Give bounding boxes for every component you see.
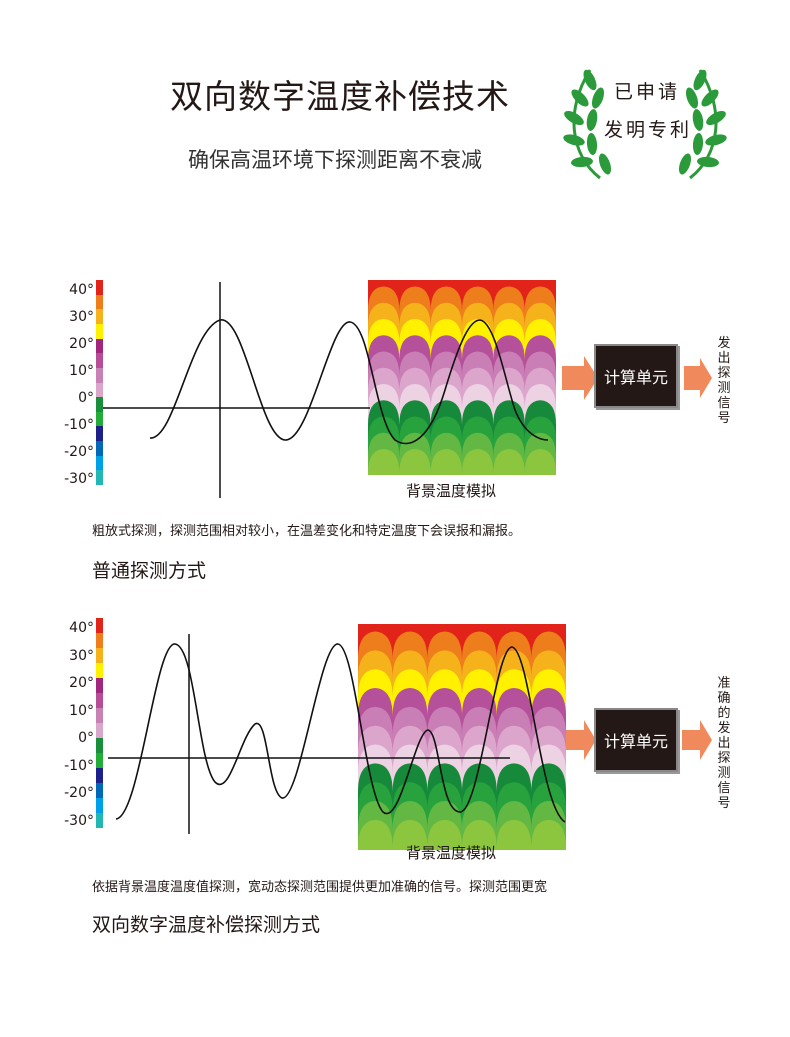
background-temperature-pattern [368,280,556,475]
color-scale-segment [96,648,103,663]
y-tick-label: -30° [64,812,94,829]
color-scale-segment [96,411,103,427]
laurel-wreath-icon [563,69,727,180]
output-signal-label: 发出探测信号 [717,336,731,426]
color-scale-segment [96,813,103,828]
panel-normal-detection: 背景温度模拟 计算单元 发出探测信号 粗放式探测，探测范围相对较小，在温差变化和… [0,270,790,590]
y-tick-label: 0° [78,730,94,746]
panel-caption: 依据背景温度温度值探测，宽动态探测范围提供更加准确的信号。探测范围更宽 [92,880,548,895]
color-scale-segment [96,338,103,354]
y-tick-label: -20° [64,785,94,801]
color-scale-segment [96,618,103,633]
y-tick-label: 0° [78,390,94,406]
temperature-band [358,819,566,850]
color-scale-segment [96,367,103,383]
y-tick-label: 10° [69,702,94,719]
y-tick-label: 10° [69,363,94,379]
background-simulation-label: 背景温度模拟 [406,844,497,862]
processor-box: 计算单元 [594,344,678,408]
color-scale-segment [96,455,103,471]
color-scale-segment [96,294,103,310]
y-tick-label: 40° [69,620,94,636]
color-scale-segment [96,678,103,693]
background-simulation-label: 背景温度模拟 [406,482,497,500]
background-temperature-pattern [358,624,566,850]
panel-dual-compensation-detection: 背景温度模拟 计算单元 准确的发出探测信号 依据背景温度温度值探测，宽动态探测范… [0,612,790,942]
temperature-band [368,449,556,475]
arrow-to-output-icon [682,720,712,760]
color-scale-segment [96,693,103,708]
processor-box: 计算单元 [594,708,678,772]
color-scale-segment [96,382,103,398]
color-scale-segment [96,738,103,753]
color-scale-segment [96,783,103,798]
color-scale-segment [96,768,103,783]
color-scale-segment [96,323,103,339]
color-scale-segment [96,663,103,678]
y-tick-label: -30° [64,471,94,487]
color-scale-segment [96,353,103,369]
y-tick-label: -20° [64,444,94,460]
dual-compensation-diagram [108,624,712,850]
color-scale-segment [96,633,103,648]
y-tick-label: 30° [69,309,94,325]
panel-caption: 粗放式探测，探测范围相对较小，在温差变化和特定温度下会误报和漏报。 [92,524,522,539]
arrow-to-output-icon [684,358,712,398]
section-title: 普通探测方式 [92,560,207,582]
badge-line-applied: 已申请 [614,81,681,103]
color-scale-segment [96,798,103,813]
color-scale-segment [96,426,103,442]
color-scale-segment [96,441,103,457]
color-scale-segment [96,309,103,325]
color-scale-segment [96,723,103,738]
normal-detection-diagram [103,280,712,498]
signal-curve [115,643,566,823]
y-tick-label: 30° [69,647,94,664]
section-title: 双向数字温度补偿探测方式 [92,914,321,936]
y-tick-label: 40° [69,282,94,298]
color-scale-segment [96,280,103,295]
badge-line-patent: 发明专利 [604,119,693,141]
arrow-to-processor-icon [562,356,598,400]
page-subtitle: 确保高温环境下探测距离不衰减 [188,148,482,172]
y-tick-label: -10° [64,757,94,774]
color-scale-segment [96,753,103,768]
color-scale-segment [96,397,103,413]
color-scale-segment [96,470,103,486]
color-scale-segment [96,708,103,723]
y-tick-label: 20° [69,336,94,352]
page-title: 双向数字温度补偿技术 [170,77,510,116]
y-tick-label: 20° [69,675,94,691]
arrow-to-processor-icon [566,720,596,760]
signal-curve [149,319,549,445]
output-signal-label: 准确的发出探测信号 [717,676,731,811]
y-tick-label: -10° [64,417,94,433]
